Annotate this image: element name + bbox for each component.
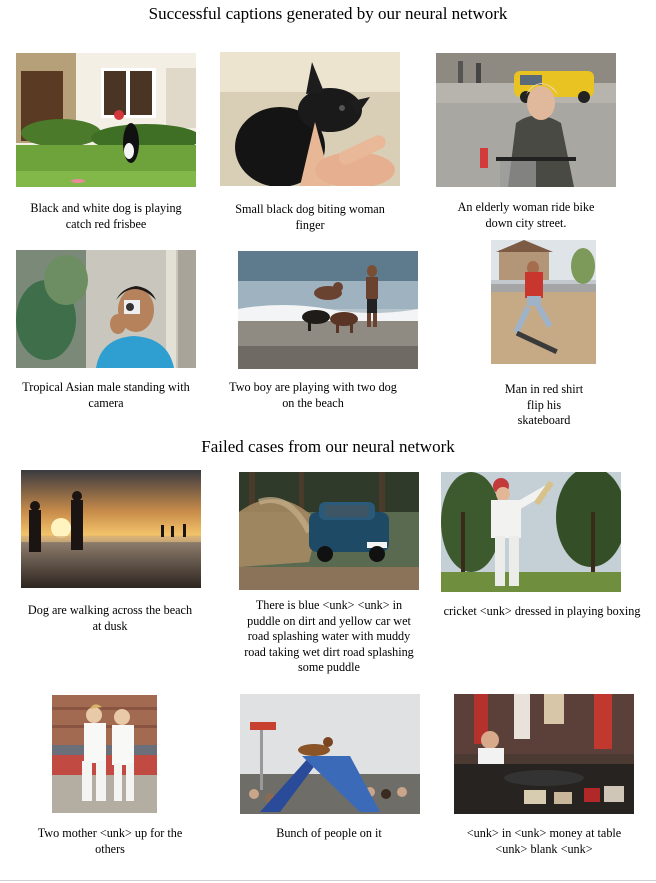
caption-success-2: Small black dog biting woman finger [235,202,385,232]
man-camera-photo [16,250,196,368]
dog-agility-photo [240,694,420,814]
beach-dusk-photo [21,470,201,588]
caption-failed-3: cricket <unk> dressed in playing boxing [443,604,641,618]
bottom-divider [0,880,656,881]
failed-section-title: Failed cases from our neural network [201,437,455,456]
black-dog-finger-photo [220,52,400,186]
page-title: Successful captions generated by our neu… [148,4,508,23]
judo-kids-photo [52,695,157,813]
caption-success-4: Tropical Asian male standing with camera [22,380,190,410]
cricket-photo [441,472,621,592]
boys-dogs-beach-photo [238,251,418,369]
caption-failed-6: <unk> in <unk> money at table <unk> blank… [466,826,622,856]
caption-success-5: Two boy are playing with two dog on the b… [229,380,397,410]
elderly-woman-bike-photo [436,53,616,187]
dog-frisbee-photo [16,53,196,187]
caption-failed-5: Bunch of people on it [276,826,382,840]
caption-success-1: Black and white dog is playing catch red … [30,201,182,231]
caption-failed-4: Two mother <unk> up for the others [37,826,183,856]
car-splash-photo [239,472,419,590]
caption-success-3: An elderly woman ride bike down city stre… [457,200,595,230]
caption-failed-2: There is blue <unk> <unk> in puddle on di… [244,598,414,674]
skateboard-photo [491,240,596,364]
market-table-photo [454,694,634,814]
caption-success-6: Man in red shirt flip his skateboard [504,382,584,427]
caption-failed-1: Dog are walking across the beach at dusk [27,603,193,633]
